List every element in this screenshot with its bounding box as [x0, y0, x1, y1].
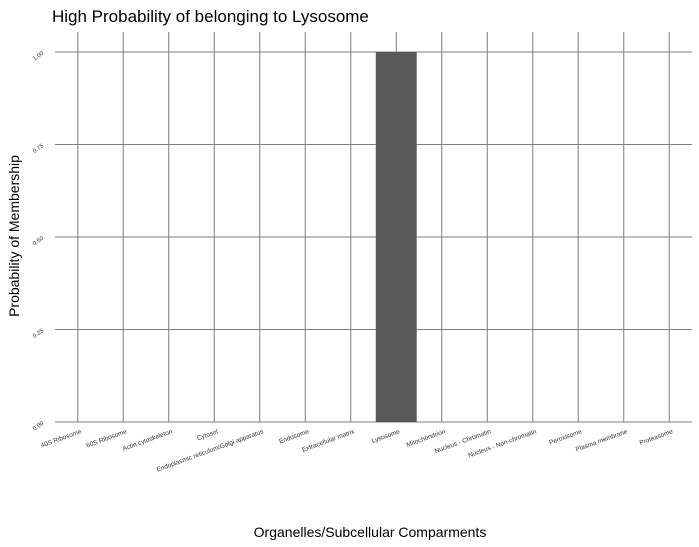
y-tick-label: 1.00 — [32, 50, 46, 62]
x-tick-label: Extracellular matrix — [301, 428, 356, 454]
y-tick-labels: 0.00 0.25 0.50 0.75 1.00 — [32, 50, 46, 432]
y-tick-label: 0.50 — [32, 235, 46, 247]
x-tick-label: Endosome — [278, 428, 310, 445]
x-axis-title: Organelles/Subcellular Comparments — [254, 524, 487, 540]
chart-title: High Probability of belonging to Lysosom… — [52, 7, 369, 26]
x-tick-label: Cytosol — [196, 428, 219, 442]
x-tick-label: 40S Ribosome — [40, 428, 83, 449]
y-axis-title: Probability of Membership — [6, 155, 22, 317]
bar-lysosome — [375, 52, 417, 422]
x-tick-label: Lysosome — [371, 428, 401, 445]
x-tick-label: Proteasome — [639, 428, 675, 447]
y-tick-label: 0.25 — [32, 328, 46, 340]
bars — [375, 52, 417, 422]
grid — [55, 32, 692, 423]
x-tick-label: Plasma membrane — [575, 428, 629, 453]
x-tick-label: Peroxisome — [548, 428, 583, 446]
y-tick-label: 0.00 — [32, 420, 46, 432]
y-tick-label: 0.75 — [32, 143, 46, 155]
x-tick-label: Actin cytoskeleton — [122, 428, 174, 453]
